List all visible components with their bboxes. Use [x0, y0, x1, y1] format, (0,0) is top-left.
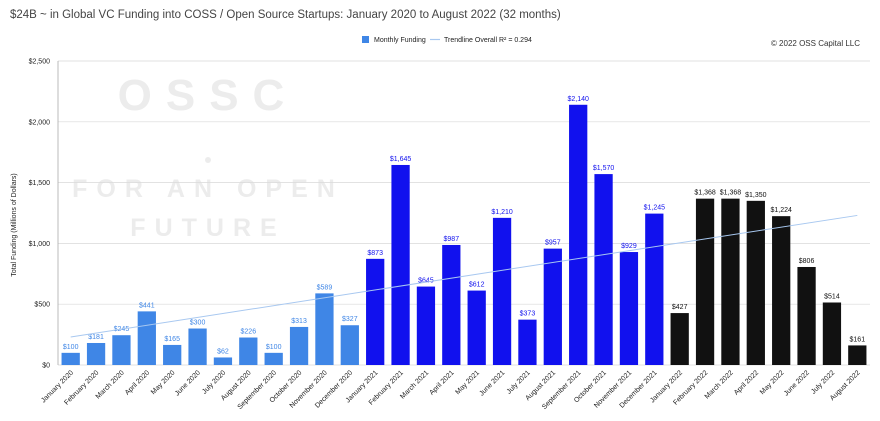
value-label: $373	[520, 311, 536, 318]
y-axis-label: Total Funding (Millions of Dollars)	[11, 173, 18, 276]
watermark: OSSC	[118, 71, 299, 120]
x-tick-label: April 2021	[428, 369, 455, 396]
value-label: $100	[63, 344, 79, 351]
bar	[746, 200, 765, 365]
x-tick-label: May 2022	[759, 369, 786, 396]
value-label: $929	[621, 243, 637, 250]
x-tick-label: July 2021	[506, 369, 532, 395]
bar	[416, 286, 436, 365]
value-label: $313	[291, 318, 307, 325]
bar	[163, 344, 182, 365]
bar	[467, 290, 486, 365]
chart-title: $24B ~ in Global VC Funding into COSS / …	[10, 9, 561, 21]
y-tick-label: $0	[42, 363, 50, 370]
value-label: $1,368	[720, 190, 742, 197]
value-label: $987	[444, 236, 460, 243]
bar	[61, 352, 80, 365]
bar	[594, 174, 613, 365]
value-label: $1,368	[694, 190, 716, 197]
value-label: $957	[545, 240, 561, 247]
bar	[645, 213, 664, 365]
watermark: FUTURE	[130, 214, 285, 242]
bar	[518, 319, 537, 365]
bar	[315, 293, 334, 365]
y-tick-label: $1,000	[29, 241, 51, 248]
watermark: FOR AN OPEN	[72, 175, 344, 203]
bar	[772, 216, 791, 365]
bar	[264, 352, 283, 365]
value-label: $1,350	[745, 192, 767, 199]
bar	[695, 198, 715, 365]
bar	[213, 357, 233, 365]
value-label: $300	[190, 320, 206, 327]
value-label: $62	[217, 348, 229, 355]
value-label: $645	[418, 278, 434, 285]
bar	[366, 258, 385, 365]
bar	[848, 345, 867, 365]
legend-swatch	[362, 36, 369, 43]
value-label: $427	[672, 304, 688, 311]
x-tick-label: April 2020	[124, 369, 151, 396]
bar	[289, 326, 309, 365]
x-tick-label: June 2020	[174, 369, 202, 397]
x-tick-label: July 2020	[201, 369, 227, 395]
x-tick-label: May 2021	[454, 369, 481, 396]
bar	[442, 244, 461, 365]
legend-label: Trendline Overall R² = 0.294	[444, 37, 532, 44]
bar	[86, 342, 106, 365]
x-tick-label: June 2022	[783, 369, 811, 397]
bar	[239, 337, 258, 365]
watermark-dot	[205, 157, 211, 163]
y-tick-label: $2,000	[29, 119, 51, 126]
bar	[137, 311, 156, 365]
value-label: $514	[824, 293, 840, 300]
y-tick-label: $1,500	[29, 180, 51, 187]
value-label: $181	[88, 334, 104, 341]
value-label: $873	[367, 250, 383, 257]
bar	[391, 164, 410, 365]
x-tick-label: June 2021	[478, 369, 506, 397]
value-label: $161	[850, 336, 866, 343]
trendline	[70, 214, 858, 338]
value-label: $589	[317, 284, 333, 291]
x-tick-label: July 2022	[810, 369, 836, 395]
value-label: $1,645	[390, 156, 412, 163]
value-label: $1,210	[491, 209, 513, 216]
bar	[619, 252, 639, 365]
value-label: $226	[241, 329, 257, 336]
legend-label: Monthly Funding	[374, 37, 426, 44]
value-label: $1,245	[644, 205, 666, 212]
value-label: $441	[139, 302, 155, 309]
value-label: $165	[164, 336, 180, 343]
y-tick-label: $500	[34, 302, 50, 309]
value-label: $245	[114, 326, 130, 333]
bar	[188, 328, 207, 365]
y-tick-label: $2,500	[29, 59, 51, 66]
value-label: $100	[266, 344, 282, 351]
bar	[340, 325, 359, 365]
value-label: $612	[469, 282, 485, 289]
value-label: $1,570	[593, 165, 615, 172]
x-tick-label: May 2020	[150, 369, 177, 396]
bar	[721, 198, 740, 365]
bar	[543, 248, 562, 365]
value-label: $806	[799, 258, 815, 265]
bar	[670, 313, 689, 365]
bar	[112, 335, 131, 365]
value-label: $327	[342, 316, 358, 323]
copyright: © 2022 OSS Capital LLC	[771, 39, 860, 48]
bar	[569, 104, 588, 365]
bar	[492, 217, 512, 365]
bar	[822, 302, 842, 365]
x-tick-label: April 2022	[733, 369, 760, 396]
bar	[797, 266, 816, 365]
value-label: $1,224	[770, 207, 792, 214]
value-label: $2,140	[567, 96, 589, 103]
